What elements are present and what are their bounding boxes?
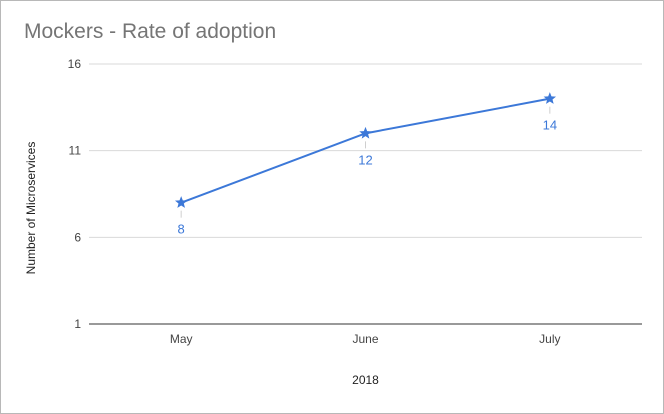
x-tick-label: July <box>539 332 560 346</box>
data-point <box>543 92 557 104</box>
x-tick-label: June <box>352 332 378 346</box>
data-point <box>174 196 188 208</box>
data-point <box>359 126 372 139</box>
x-axis-label: 2018 <box>352 373 379 387</box>
y-axis-label: Number of Microservices <box>24 142 38 275</box>
y-tick-label: 11 <box>69 144 82 158</box>
data-label: 8 <box>178 222 185 237</box>
data-label: 14 <box>543 118 557 133</box>
y-tick-label: 16 <box>68 57 82 71</box>
y-tick-label: 1 <box>74 317 81 331</box>
y-tick-label: 6 <box>74 230 81 244</box>
x-tick-label: May <box>170 332 193 346</box>
data-label: 12 <box>358 152 372 167</box>
chart-title: Mockers - Rate of adoption <box>24 20 277 43</box>
